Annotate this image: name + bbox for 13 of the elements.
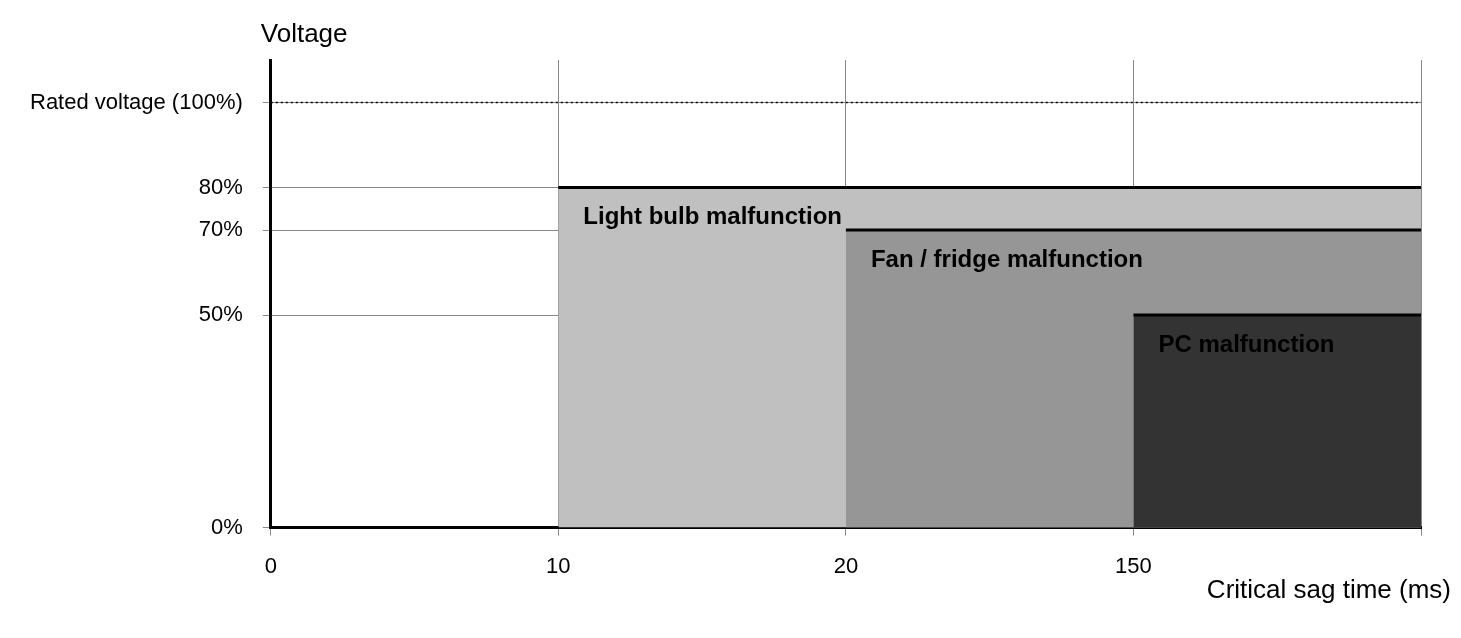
x-tick-label: 0: [264, 552, 277, 578]
y-tick-label: Rated voltage (100%): [30, 88, 243, 114]
y-tick-label: 50%: [198, 301, 243, 327]
y-axis-title: Voltage: [260, 18, 348, 49]
y-tick-label: 80%: [198, 173, 243, 199]
x-axis-title: Critical sag time (ms): [1206, 573, 1451, 604]
y-tick-label: 70%: [198, 216, 243, 242]
x-tick-label: 10: [546, 552, 571, 578]
series-label: Fan / fridge malfunction: [870, 244, 1143, 272]
x-tick-label: 20: [833, 552, 859, 578]
series-label: Light bulb malfunction: [583, 202, 842, 230]
y-tick-label: 0%: [211, 513, 243, 539]
x-tick-label: 150: [1115, 552, 1152, 578]
